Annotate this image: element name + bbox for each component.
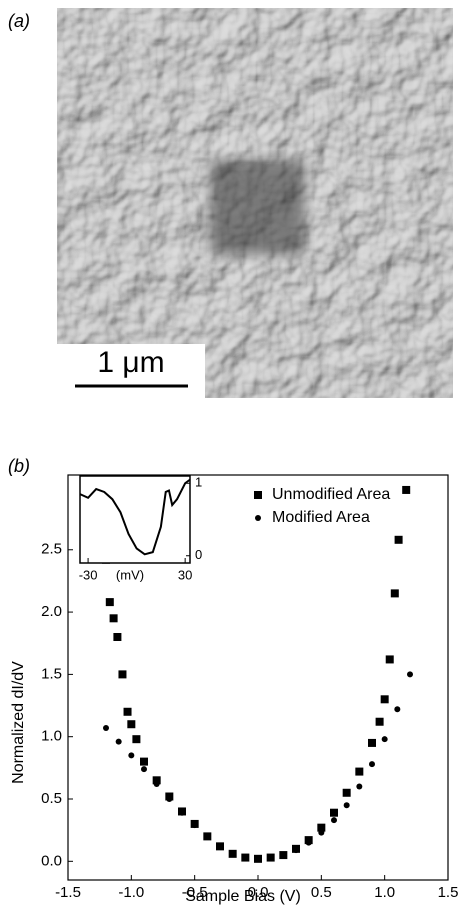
point <box>394 706 401 713</box>
point <box>217 843 223 850</box>
x-axis-label: (mV) <box>116 567 144 582</box>
point <box>109 614 118 623</box>
y-tick-label: 1.5 <box>41 665 62 682</box>
point <box>179 809 185 816</box>
point <box>317 823 326 832</box>
y-tick-label: 2.5 <box>41 541 62 558</box>
point <box>369 761 375 768</box>
point <box>280 852 287 859</box>
x-tick-label: -30 <box>79 567 98 582</box>
point <box>127 720 136 729</box>
point <box>140 757 148 766</box>
legend-label: Modified Area <box>272 509 370 526</box>
x-tick-label: -1.5 <box>55 884 81 901</box>
point <box>191 822 198 829</box>
x-tick-label: 30 <box>178 567 192 582</box>
point <box>318 829 325 836</box>
point <box>305 839 312 846</box>
y-tick-label: 1.0 <box>41 728 62 745</box>
point <box>118 670 127 679</box>
point <box>407 671 413 678</box>
y-tick-label: 0.0 <box>41 852 62 869</box>
point <box>105 598 114 607</box>
legend-label: Unmodified Area <box>272 486 390 503</box>
point <box>380 695 389 704</box>
y-tick-label: 1 <box>195 475 202 490</box>
y-tick-label: 2.0 <box>41 603 62 620</box>
point <box>153 781 160 788</box>
point <box>152 776 161 785</box>
point <box>385 655 394 664</box>
x-tick-label: 1.5 <box>438 884 459 901</box>
point <box>166 796 173 802</box>
panel-label: (a) <box>8 11 30 31</box>
modified-area <box>210 160 305 255</box>
point <box>368 738 376 747</box>
point <box>113 633 122 641</box>
y-tick-label: 0.5 <box>41 790 62 807</box>
scale-bar-label: 1 μm <box>97 346 164 379</box>
point <box>242 854 249 861</box>
point <box>141 766 147 773</box>
point <box>402 485 411 494</box>
point <box>128 752 135 759</box>
point <box>375 717 384 726</box>
point <box>123 707 132 716</box>
x-axis-label: Sample Bias (V) <box>185 888 301 905</box>
point <box>343 802 350 809</box>
x-tick-label: 0.5 <box>311 884 332 901</box>
point <box>342 788 351 797</box>
x-tick-label: -0.5 <box>182 884 208 901</box>
point <box>204 833 211 840</box>
point <box>115 738 122 745</box>
point <box>356 783 363 790</box>
y-tick-label: 0 <box>195 547 202 562</box>
point <box>390 589 399 598</box>
point <box>255 855 261 862</box>
x-tick-label: 0.0 <box>248 884 269 901</box>
panel-label: (b) <box>8 456 30 476</box>
line <box>79 478 191 556</box>
point <box>330 808 338 817</box>
point <box>381 736 388 743</box>
point <box>103 724 109 731</box>
y-axis-label: Normalized dI/dV <box>10 661 27 784</box>
x-tick-label: -1.0 <box>118 884 144 901</box>
point <box>355 767 364 776</box>
point <box>267 854 274 861</box>
point <box>293 847 299 854</box>
point <box>132 735 141 744</box>
point <box>394 535 403 544</box>
x-tick-label: 1.0 <box>374 884 395 901</box>
afm-image: 1 μm <box>57 8 453 398</box>
point <box>229 850 236 857</box>
legend-marker <box>254 491 262 499</box>
scale-bar-box <box>57 344 205 398</box>
point <box>331 817 337 824</box>
legend-marker <box>255 515 261 521</box>
